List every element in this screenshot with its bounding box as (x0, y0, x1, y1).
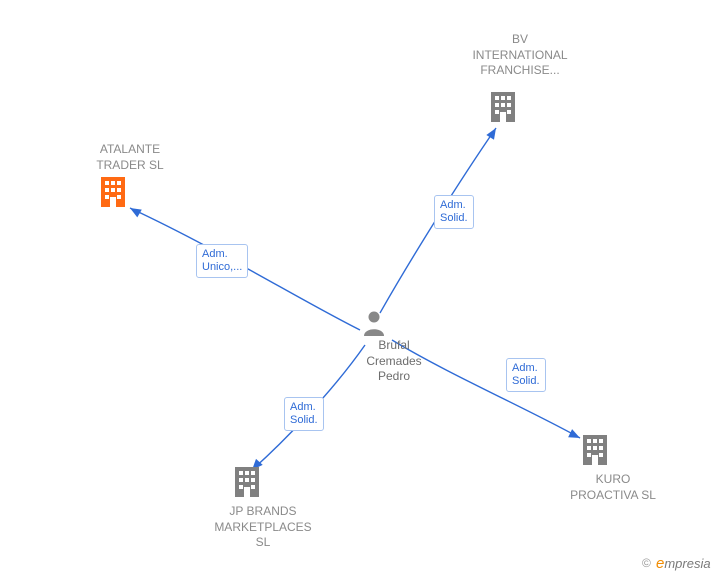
edge-label-kuro: Adm. Solid. (506, 358, 546, 392)
edge-label-bv: Adm. Solid. (434, 195, 474, 229)
copyright-symbol: © (642, 556, 651, 570)
node-label-atalante: ATALANTE TRADER SL (70, 142, 190, 173)
node-label-kuro: KURO PROACTIVA SL (548, 472, 678, 503)
person-icon (362, 310, 386, 341)
node-label-jp: JP BRANDS MARKETPLACES SL (198, 504, 328, 551)
building-icon (488, 90, 518, 129)
edge-label-jp: Adm. Solid. (284, 397, 324, 431)
building-icon (232, 465, 262, 504)
edge-label-atalante: Adm. Unico,... (196, 244, 248, 278)
building-icon (98, 175, 128, 214)
center-node-label: Brufal Cremades Pedro (354, 338, 434, 385)
node-label-bv: BV INTERNATIONAL FRANCHISE... (450, 32, 590, 79)
watermark-text: empresia (656, 555, 711, 572)
watermark-rest: mpresia (664, 556, 710, 571)
building-icon (580, 433, 610, 472)
